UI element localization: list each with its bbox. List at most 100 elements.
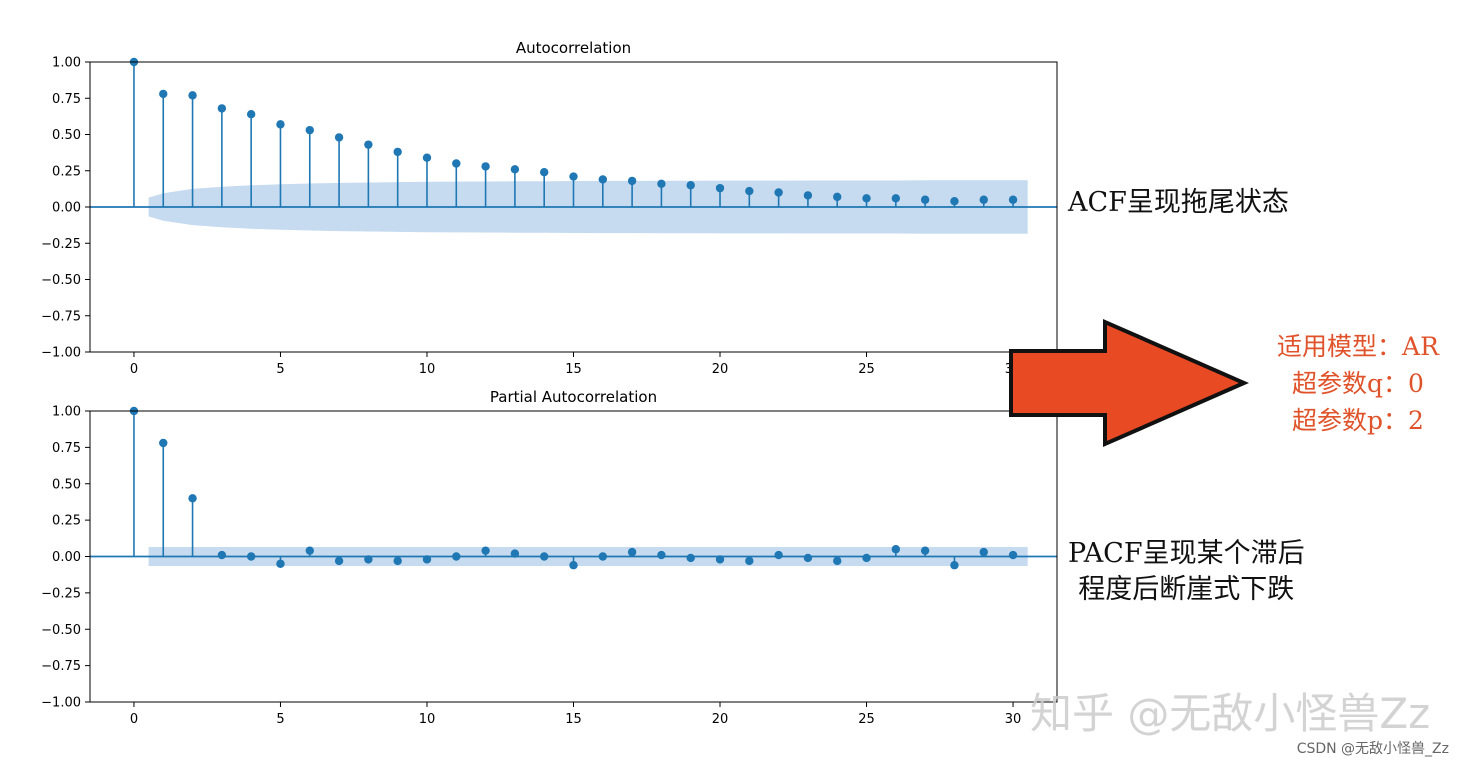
data-point xyxy=(422,153,432,162)
data-point xyxy=(393,556,402,566)
x-tick-label: 15 xyxy=(565,712,582,727)
data-point xyxy=(246,552,256,561)
data-point xyxy=(510,165,520,174)
data-point xyxy=(452,552,461,561)
zhihu-watermark: 知乎 @无敌小怪兽Zz xyxy=(1030,689,1431,738)
data-point xyxy=(569,561,578,570)
data-point xyxy=(305,125,314,135)
x-tick-label: 10 xyxy=(419,712,436,727)
model-conclusion: 适用模型：AR 超参数q：0 超参数p：2 xyxy=(1258,328,1458,439)
y-tick-label: −1.00 xyxy=(41,696,81,711)
data-point xyxy=(657,550,666,560)
data-point xyxy=(276,120,285,129)
x-tick-label: 20 xyxy=(712,362,729,377)
y-tick-label: 0.00 xyxy=(52,201,81,216)
autocorrelation-plot: 1.00 0.75 0.50 0.25 0.00 −0.25 −0.50 −0.75 −1.00… xyxy=(41,39,1058,377)
data-point xyxy=(920,546,930,555)
data-point xyxy=(159,89,168,99)
y-tick-label: −0.75 xyxy=(41,309,81,324)
data-point xyxy=(452,159,461,168)
data-point xyxy=(364,555,373,564)
data-point xyxy=(393,147,402,157)
csdn-credit: CSDN @无敌小怪兽_Zz xyxy=(1296,741,1449,757)
data-point xyxy=(627,547,637,557)
data-point xyxy=(891,545,901,554)
data-point xyxy=(217,104,227,113)
y-tick-label: 0.75 xyxy=(52,92,81,107)
data-point xyxy=(1008,550,1018,560)
data-point xyxy=(950,561,959,570)
y-tick-label: −0.75 xyxy=(41,659,81,674)
y-tick-label: 0.25 xyxy=(52,514,81,529)
y-tick-label: −0.50 xyxy=(41,273,81,288)
data-point xyxy=(276,559,285,568)
model-type-label: 适用模型：AR xyxy=(1277,332,1439,361)
pacf-annotation-line2: 程度后断崖式下跌 xyxy=(1078,574,1295,605)
chart-title: Partial Autocorrelation xyxy=(490,388,657,406)
data-point xyxy=(715,555,725,564)
data-point xyxy=(891,194,901,203)
data-point xyxy=(862,553,871,563)
data-point xyxy=(188,91,197,100)
data-point xyxy=(364,140,373,149)
data-point xyxy=(833,192,842,202)
y-tick-label: 1.00 xyxy=(52,56,81,71)
arrow-shape xyxy=(1009,318,1249,448)
data-point xyxy=(159,438,168,448)
data-point xyxy=(598,552,608,561)
y-tick-label: 0.50 xyxy=(52,128,81,143)
data-point xyxy=(686,553,695,563)
y-tick-label: 0.50 xyxy=(52,477,81,492)
x-tick-label: 25 xyxy=(858,712,875,727)
y-tick-label: −0.25 xyxy=(41,237,81,252)
data-point xyxy=(774,550,783,560)
data-point xyxy=(569,172,578,181)
partial-autocorrelation-plot: 1.00 0.75 0.50 0.25 0.00 −0.25 −0.50 −0.75 −1.00… xyxy=(41,388,1058,727)
chart-title: Autocorrelation xyxy=(516,39,631,57)
data-point xyxy=(334,133,344,142)
data-point xyxy=(862,194,871,203)
y-tick-label: 0.25 xyxy=(52,164,81,179)
x-tick-label: 15 xyxy=(565,362,582,377)
data-point xyxy=(745,556,754,566)
x-tick-label: 0 xyxy=(130,362,138,377)
x-tick-label: 0 xyxy=(130,712,138,727)
data-point xyxy=(422,555,432,564)
data-point xyxy=(979,195,988,204)
data-point xyxy=(715,183,725,193)
data-point xyxy=(334,556,344,566)
x-tick-label: 10 xyxy=(419,362,436,377)
data-point xyxy=(627,176,637,186)
x-tick-label: 5 xyxy=(276,362,284,377)
pacf-annotation: PACF呈现某个滞后 程度后断崖式下跌 xyxy=(1068,536,1305,608)
data-point xyxy=(1008,195,1018,204)
data-point xyxy=(510,549,520,558)
x-tick-label: 25 xyxy=(858,362,875,377)
x-tick-label: 20 xyxy=(712,712,729,727)
pacf-annotation-line1: PACF呈现某个滞后 xyxy=(1068,538,1305,569)
x-tick-label: 30 xyxy=(1005,712,1022,727)
x-tick-label: 5 xyxy=(276,712,284,727)
data-point xyxy=(657,179,666,188)
y-tick-label: −0.50 xyxy=(41,623,81,638)
y-tick-label: 0.00 xyxy=(52,550,81,565)
y-tick-label: −1.00 xyxy=(41,346,81,361)
data-point xyxy=(246,110,256,119)
data-point xyxy=(598,175,608,184)
data-point xyxy=(920,195,930,204)
data-point xyxy=(833,556,842,566)
acf-annotation: ACF呈现拖尾状态 xyxy=(1068,187,1289,218)
param-q-label: 超参数q：0 xyxy=(1292,369,1424,398)
data-point xyxy=(950,197,959,206)
data-point xyxy=(803,191,813,200)
data-point xyxy=(803,553,813,563)
right-arrow-icon xyxy=(1009,318,1249,448)
data-point xyxy=(539,168,549,177)
data-point xyxy=(481,546,490,555)
param-p-label: 超参数p：2 xyxy=(1292,406,1424,435)
data-point xyxy=(686,181,695,190)
data-point xyxy=(305,546,314,555)
data-point xyxy=(539,552,549,561)
y-tick-label: −0.25 xyxy=(41,586,81,601)
